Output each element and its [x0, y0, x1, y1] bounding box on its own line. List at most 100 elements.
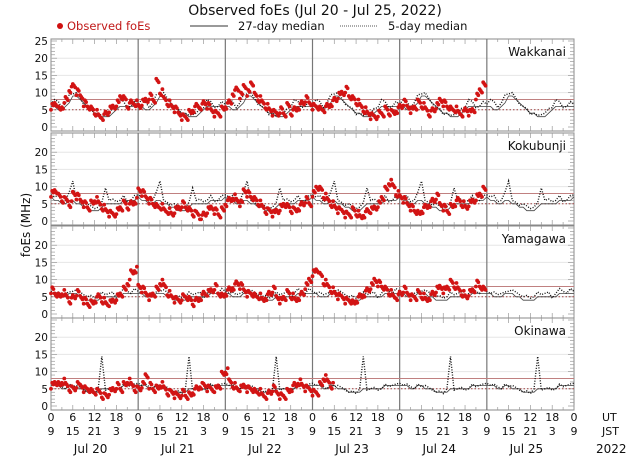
observed-point	[368, 117, 373, 122]
observed-point	[382, 198, 386, 203]
y-tick-label: 5	[41, 199, 48, 211]
observed-point	[441, 291, 446, 296]
observed-point	[466, 204, 471, 209]
observed-point	[238, 96, 242, 101]
observed-point	[133, 201, 138, 206]
observed-point	[166, 393, 171, 398]
observed-point	[265, 101, 270, 106]
x-axis: UT JST 2022 0 6 12 18 0 6 12 18 0 6 12 18 0 6 12 18 0 6 12…	[48, 411, 627, 456]
observed-point	[240, 200, 245, 205]
observed-point	[316, 393, 321, 398]
observed-point	[418, 291, 423, 296]
observed-point	[388, 113, 392, 118]
observed-point	[238, 204, 242, 209]
observed-point	[124, 288, 128, 292]
observed-point	[474, 97, 478, 102]
y-tick-label: 25	[35, 36, 48, 48]
observed-point	[408, 111, 413, 116]
y-tick-label: 15	[35, 257, 48, 269]
observed-point	[395, 298, 400, 303]
observed-point	[81, 390, 86, 395]
observed-point	[191, 214, 196, 219]
observed-point	[199, 386, 204, 391]
observed-point	[283, 298, 288, 303]
observed-point	[283, 114, 288, 119]
observed-point	[396, 189, 401, 193]
observed-point	[309, 204, 314, 209]
observed-point	[160, 380, 165, 384]
observed-point	[205, 107, 210, 111]
observed-point	[270, 389, 275, 394]
observed-point	[474, 198, 478, 203]
jst-tick-label: 9	[48, 425, 55, 438]
observed-point	[336, 211, 340, 216]
observed-point	[290, 211, 294, 216]
observed-point	[428, 114, 432, 119]
observed-point	[231, 288, 236, 292]
ut-tick-label: 0	[483, 411, 490, 424]
observed-point	[403, 286, 408, 291]
observed-point	[114, 212, 119, 217]
observed-point	[270, 290, 275, 295]
observed-point	[251, 83, 256, 88]
observed-point	[102, 202, 107, 207]
observed-point	[156, 80, 161, 85]
observed-point	[414, 298, 419, 303]
observed-point	[182, 201, 187, 205]
observed-point	[264, 397, 269, 401]
jst-tick-label: 21	[88, 425, 102, 438]
observed-point	[345, 86, 350, 91]
observed-point	[322, 110, 327, 115]
ut-tick-label: 18	[458, 411, 472, 424]
observed-point	[84, 201, 88, 205]
y-tick-label: 0	[41, 401, 48, 413]
observed-point	[447, 212, 452, 217]
jst-tick-label: 15	[327, 425, 341, 438]
jst-tick-label: 15	[502, 425, 516, 438]
jst-tick-label: 21	[175, 425, 189, 438]
observed-point	[231, 94, 236, 98]
observed-point	[297, 208, 302, 213]
ut-tick-label: 0	[222, 411, 229, 424]
y-tick-label: 20	[35, 332, 48, 344]
observed-point	[62, 101, 67, 105]
observed-point	[343, 90, 348, 95]
observed-point	[310, 393, 315, 398]
observed-point	[149, 382, 154, 387]
observed-point	[258, 198, 263, 203]
observed-point	[189, 208, 194, 213]
observed-point	[164, 98, 168, 103]
ut-tick-label: 6	[156, 411, 163, 424]
y-tick-label: 20	[35, 147, 48, 159]
observed-point	[443, 100, 448, 104]
observed-point	[127, 376, 132, 381]
observed-point	[101, 118, 105, 122]
observed-point	[336, 297, 340, 302]
observed-point	[214, 207, 219, 212]
observed-point	[160, 87, 165, 92]
observed-point	[51, 287, 56, 291]
y-tick-label: 0	[41, 122, 48, 134]
observed-point	[376, 284, 380, 289]
legend: Observed foEs 27-day median 5-day median	[57, 19, 467, 33]
observed-point	[310, 195, 315, 199]
observed-point	[207, 102, 212, 107]
observed-point	[418, 101, 423, 105]
ut-tick-label: 12	[523, 411, 537, 424]
ut-tick-label: 18	[284, 411, 298, 424]
observed-point	[191, 304, 196, 309]
observed-point	[147, 386, 152, 391]
observed-point	[189, 298, 194, 303]
median-5day-line	[50, 356, 575, 395]
ut-label: UT	[602, 411, 617, 424]
panel-okinawa: 0 5 10 15 20 Okinawa	[35, 317, 575, 413]
observed-point	[273, 385, 277, 389]
observed-point	[153, 101, 158, 105]
observed-point	[142, 189, 147, 194]
observed-point	[218, 215, 223, 220]
observed-point	[172, 396, 177, 401]
jst-tick-label: 15	[153, 425, 167, 438]
observed-point	[363, 105, 368, 110]
year-label: 2022	[596, 442, 627, 456]
